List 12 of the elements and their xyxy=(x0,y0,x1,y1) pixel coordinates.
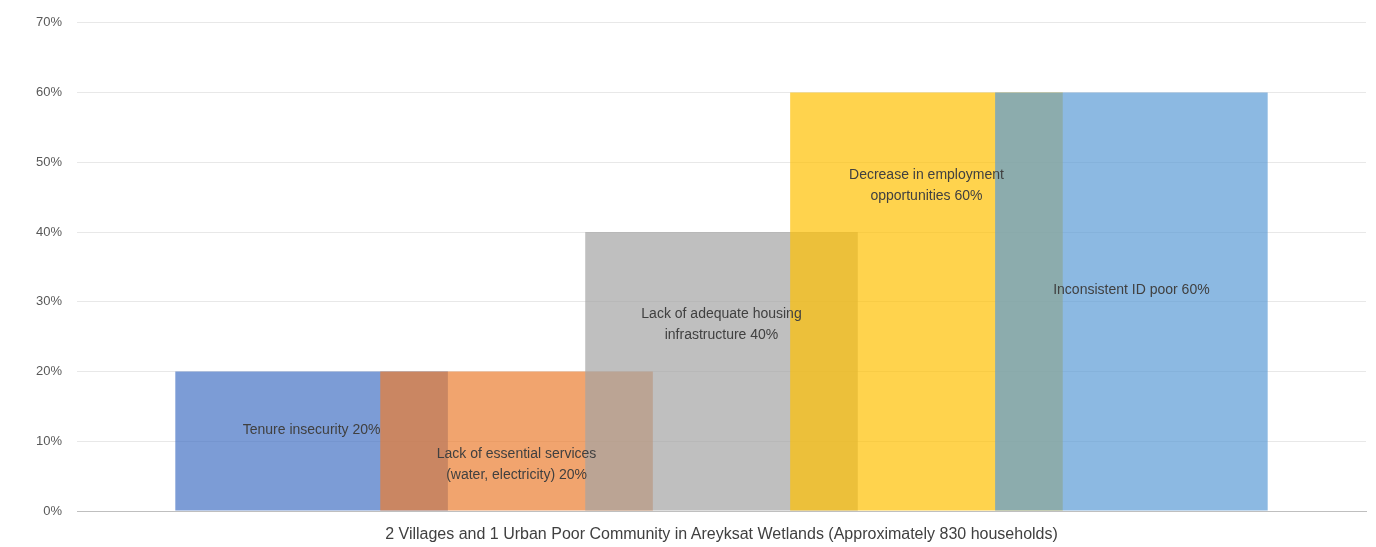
y-tick-label: 60% xyxy=(35,84,63,100)
y-tick-label: 10% xyxy=(35,432,63,448)
x-tick-label: 2 Villages and 1 Urban Poor Community in Areyksat Wetlands (Approximately 830 households) xyxy=(385,525,1058,543)
y-tick-label: 50% xyxy=(35,153,63,169)
y-tick-label: 70% xyxy=(35,14,63,30)
text: Tenure insecurity 20% xyxy=(242,420,381,437)
y-tick-label: 0% xyxy=(43,502,63,518)
text: Lack of essential services (water, electricity) 20% xyxy=(436,444,597,482)
y-tick-label: 30% xyxy=(35,293,63,309)
y-tick-label: 40% xyxy=(35,223,63,239)
text: Inconsistent ID poor 60% xyxy=(1053,281,1210,298)
y-tick-label: 20% xyxy=(35,363,63,379)
